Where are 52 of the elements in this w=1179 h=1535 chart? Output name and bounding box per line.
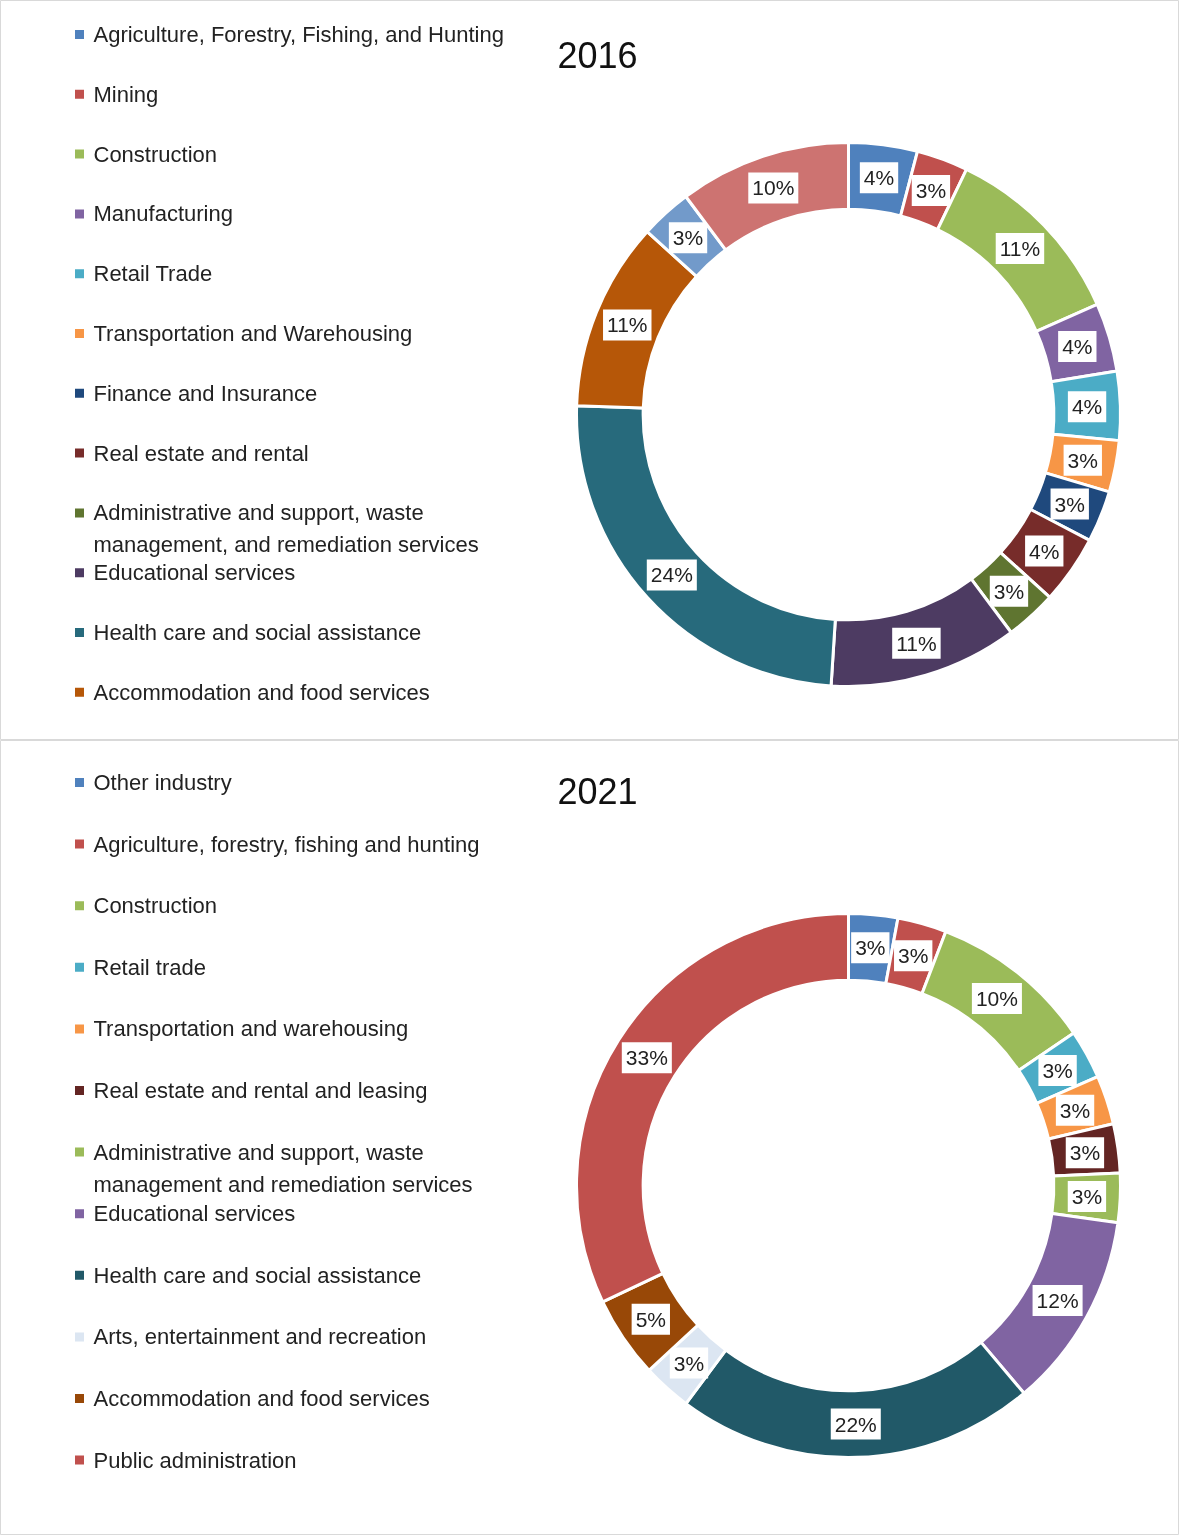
data-label: 12%: [1036, 1289, 1079, 1313]
legend-label: Agriculture, forestry, fishing and hunting: [93, 831, 480, 857]
legend-label: Arts, entertainment and recreation: [93, 1324, 427, 1350]
legend-label: Educational services: [93, 1201, 296, 1227]
legend-label: Health care and social assistance: [93, 1262, 422, 1288]
legend-label: Retail Trade: [93, 261, 213, 287]
data-label: 4%: [1029, 539, 1060, 563]
data-label: 3%: [993, 579, 1025, 603]
legend-label: Accommodation and food services: [93, 1386, 430, 1411]
data-label: 3%: [855, 936, 886, 960]
data-label: 11%: [999, 236, 1041, 260]
data-label: 3%: [1071, 1184, 1103, 1208]
data-label: 3%: [1067, 448, 1098, 472]
data-label: 22%: [834, 1412, 877, 1436]
data-label: 5%: [635, 1307, 666, 1331]
legend-label: Mining: [93, 81, 159, 107]
data-label: 3%: [1059, 1098, 1091, 1122]
data-label: 3%: [898, 944, 929, 968]
legend-label: Manufacturing: [93, 201, 233, 227]
legend-label: Other industry: [93, 770, 232, 795]
legend-label: Construction: [93, 893, 218, 919]
legend-label: Agriculture, Forestry, Fishing, and Hunting: [93, 22, 504, 47]
data-label: 33%: [625, 1046, 668, 1070]
data-label: 3%: [673, 1351, 705, 1375]
chart-title: 2016: [557, 34, 638, 76]
data-label: 3%: [1054, 492, 1085, 516]
data-label: 4%: [1062, 335, 1093, 359]
data-label: 3%: [672, 226, 704, 250]
data-label: 3%: [1042, 1058, 1073, 1082]
legend-label: Real estate and rental: [93, 440, 309, 466]
legend-label: Administrative and support, waste management, and remediation services: [93, 500, 479, 558]
legend-label: Construction: [93, 141, 218, 167]
legend-label: Transportation and warehousing: [93, 1016, 409, 1042]
legend-label: Finance and Insurance: [93, 380, 318, 406]
legend-label: Administrative and support, waste management and remediation services: [93, 1139, 473, 1197]
data-label: 11%: [896, 631, 937, 655]
data-label: 3%: [1069, 1141, 1101, 1165]
data-label: 10%: [752, 176, 795, 200]
legend-label: Real estate and rental and leasing: [93, 1078, 428, 1103]
legend-label: Retail trade: [93, 954, 207, 980]
chart-title: 2021: [557, 770, 638, 812]
legend-label: Health care and social assistance: [93, 620, 422, 645]
legend-label: Accommodation and food services: [93, 679, 430, 705]
data-label: 11%: [607, 313, 648, 337]
legend-label: Public administration: [93, 1447, 297, 1473]
data-label: 4%: [863, 166, 895, 190]
data-label: 10%: [975, 987, 1018, 1011]
legend-label: Educational services: [93, 560, 296, 586]
data-label: 3%: [915, 179, 947, 203]
data-label: 24%: [650, 563, 693, 587]
legend-label: Transportation and Warehousing: [93, 321, 413, 346]
data-label: 4%: [1071, 395, 1103, 419]
